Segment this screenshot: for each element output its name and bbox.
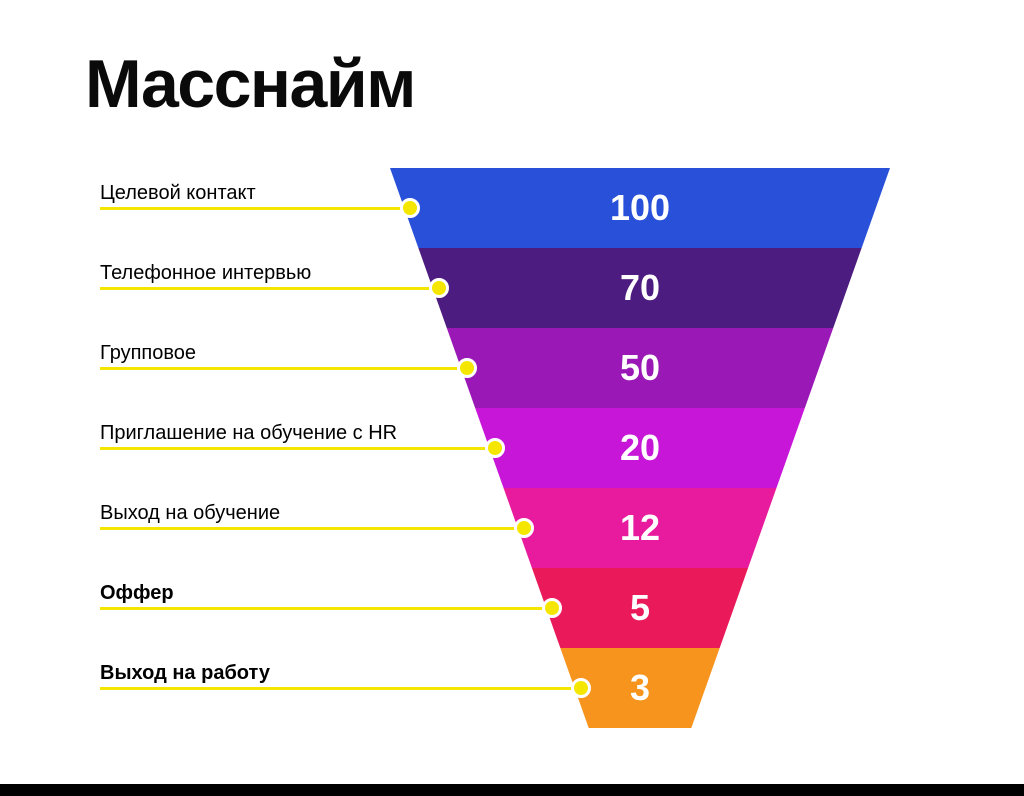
- connector-dot: [457, 358, 477, 378]
- funnel-value: 100: [610, 187, 670, 229]
- funnel-band: 70: [390, 248, 890, 328]
- stage-label: Групповое: [100, 342, 196, 365]
- funnel-value: 50: [620, 347, 660, 389]
- footer-bar: [0, 784, 1024, 796]
- page-title: Масснайм: [85, 45, 415, 123]
- stage-underline: [100, 287, 439, 290]
- stage-underline: [100, 607, 552, 610]
- connector-dot: [571, 678, 591, 698]
- stage-label: Выход на работу: [100, 662, 270, 685]
- funnel-value: 3: [630, 667, 650, 709]
- stage-label: Оффер: [100, 582, 174, 605]
- stage-underline: [100, 527, 524, 530]
- funnel-band: 100: [390, 168, 890, 248]
- stage-underline: [100, 687, 581, 690]
- funnel-value: 12: [620, 507, 660, 549]
- stage-underline: [100, 447, 495, 450]
- stage-label: Целевой контакт: [100, 182, 256, 205]
- connector-dot: [514, 518, 534, 538]
- chart-stage: Масснайм 100 70 50 20 12 5 3 Целевой контакт Те…: [0, 0, 1024, 796]
- stage-underline: [100, 367, 467, 370]
- connector-dot: [429, 278, 449, 298]
- stage-underline: [100, 207, 410, 210]
- funnel-value: 5: [630, 587, 650, 629]
- funnel-value: 70: [620, 267, 660, 309]
- funnel-value: 20: [620, 427, 660, 469]
- stage-label: Приглашение на обучение с HR: [100, 422, 397, 445]
- stage-label: Выход на обучение: [100, 502, 280, 525]
- stage-label: Телефонное интервью: [100, 262, 311, 285]
- connector-dot: [542, 598, 562, 618]
